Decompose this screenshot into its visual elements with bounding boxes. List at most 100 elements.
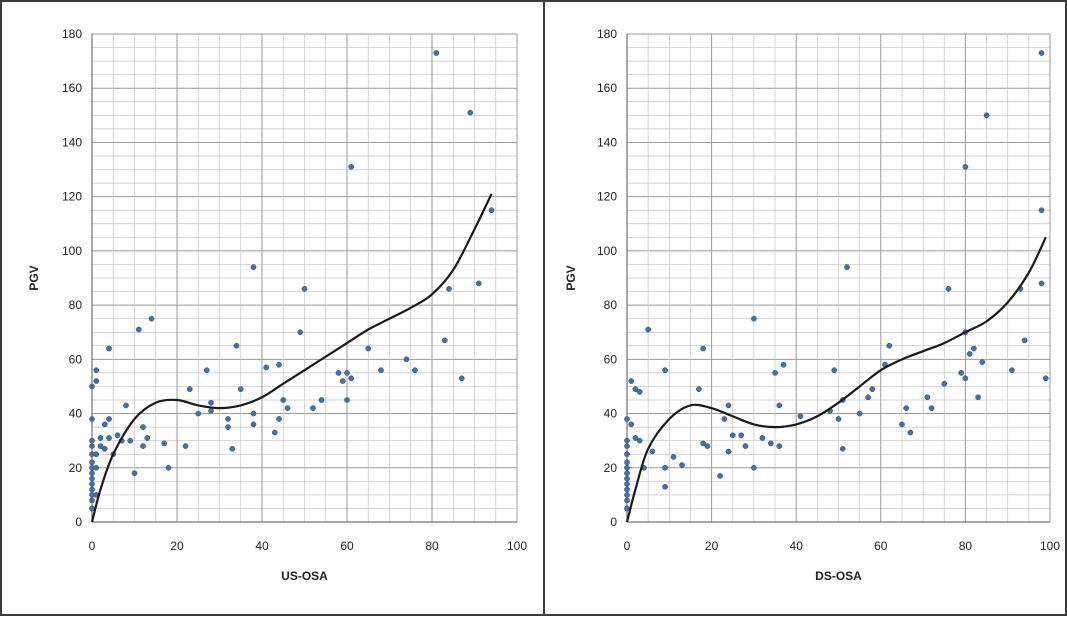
data-point [318,397,325,403]
x-axis-label: US-OSA [281,569,328,583]
data-point [835,416,842,422]
y-tick-label: 140 [62,135,82,149]
data-point [310,405,316,411]
y-tick-label: 100 [62,244,82,258]
y-tick-label: 160 [62,81,82,95]
data-point [624,470,630,477]
data-point [348,375,355,382]
data-point [182,443,189,449]
data-point [636,437,643,444]
data-point [742,443,749,449]
y-tick-label: 180 [62,27,82,41]
data-point [624,486,630,493]
y-tick-label: 40 [604,407,618,421]
data-point [975,394,981,401]
data-point [225,424,231,430]
data-point [467,109,474,116]
data-point [869,386,876,393]
data-point [403,356,410,363]
data-point [89,470,95,477]
y-tick-label: 120 [62,190,82,204]
data-point [131,470,138,477]
data-point [628,421,635,428]
x-tick-label: 20 [705,539,719,553]
data-point [250,264,257,271]
data-point [738,432,745,439]
data-point [886,342,893,349]
data-point [679,462,685,468]
y-axis-label: PGV [27,265,41,290]
data-point [662,483,668,490]
x-tick-label: 80 [425,539,439,553]
data-point [767,440,774,447]
x-tick-label: 60 [874,539,888,553]
data-point [941,380,948,387]
data-point [983,112,990,119]
data-point [704,443,711,449]
data-point [233,342,240,349]
x-axis-label: DS-OSA [815,569,862,583]
data-point [280,397,287,403]
data-point [97,435,104,441]
data-point [1042,375,1049,382]
data-point [89,416,95,422]
data-point [365,345,372,352]
x-tick-label: 40 [790,539,804,553]
data-point [903,405,910,411]
data-point [344,397,350,403]
data-point [831,367,838,374]
data-point [123,402,129,409]
data-point [378,367,384,374]
data-point [237,386,244,393]
scatter-chart-us-osa: 0 20 40 60 80 100 120 140 160 180 0 20 40 60 80 100 US-O… [27,27,527,583]
y-tick-label: 180 [597,27,617,41]
y-tick-label: 100 [597,244,617,258]
data-point [725,402,732,409]
x-tick-label: 40 [255,539,269,553]
data-point [89,443,95,449]
data-point [89,481,95,487]
data-point [670,454,677,460]
data-point [636,389,643,395]
y-tick-label: 40 [69,407,83,421]
y-tick-label: 20 [69,461,83,475]
data-point [412,367,418,374]
data-point [203,367,210,374]
data-point [229,445,236,452]
data-point [195,410,202,417]
data-point [89,486,95,493]
data-point [93,464,100,471]
data-point [339,378,346,384]
data-point [624,437,630,444]
data-point [263,364,270,371]
data-point [700,345,706,352]
y-tick-label: 0 [75,515,82,529]
data-point [797,413,804,420]
data-point [89,497,95,504]
y-tick-label: 140 [597,135,617,149]
data-point [101,421,108,428]
data-point [225,416,231,422]
data-point [725,448,732,455]
data-point [93,378,100,384]
x-tick-label: 0 [89,539,96,553]
data-point [759,435,766,441]
data-point [729,432,736,439]
data-point [624,443,630,449]
data-point [1038,50,1045,56]
data-point [101,445,108,452]
data-point [106,435,112,441]
data-point [624,459,630,466]
data-point [458,375,465,382]
data-point [865,394,871,401]
data-point [165,464,172,471]
data-point [780,361,787,368]
data-point [844,264,850,271]
x-tick-label: 20 [170,539,184,553]
data-point [1038,280,1045,287]
data-point [899,421,905,428]
data-point [93,367,100,374]
x-tick-label: 0 [624,539,631,553]
data-point [475,280,482,287]
data-point [645,326,652,333]
